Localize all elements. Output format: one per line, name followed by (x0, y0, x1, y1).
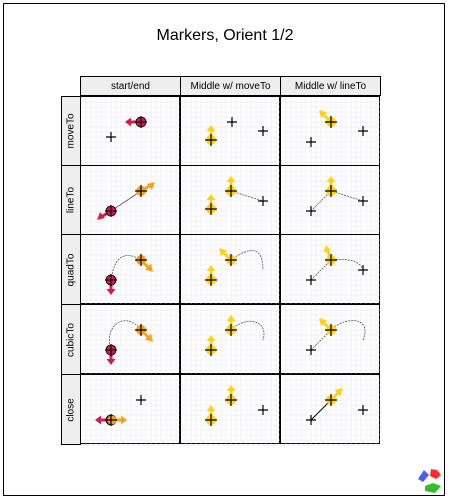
cell-quadto-middle-moveto (180, 234, 281, 306)
crosshair-icon (227, 117, 237, 127)
tricolor-blob-icon (418, 469, 441, 493)
figure-title: Markers, Orient 1/2 (156, 27, 294, 44)
marker-diagram (281, 305, 381, 376)
grid-lines (181, 305, 281, 376)
middle-marker-icon (205, 405, 217, 426)
grid-lines (81, 166, 181, 236)
column-header-middle-lineto: Middle w/ lineTo (280, 76, 381, 96)
grid-lines (181, 97, 281, 167)
grid-lines (281, 305, 381, 376)
row-header-cubicto: cubicTo (61, 304, 81, 375)
start-marker-icon (105, 344, 117, 365)
middle-marker-icon (225, 176, 237, 197)
cell-quadto-middle-lineto (280, 234, 381, 306)
marker-diagram (81, 235, 181, 306)
cell-lineto-middle-moveto (180, 165, 281, 236)
marker-diagram (281, 235, 381, 306)
path-line (110, 190, 142, 212)
marker-diagram (81, 97, 181, 167)
column-header-middle-moveto: Middle w/ moveTo (180, 76, 281, 96)
start-marker-icon (97, 205, 117, 220)
marker-diagram (81, 305, 181, 376)
middle-marker-icon (225, 315, 237, 336)
end-marker-icon (135, 254, 153, 272)
marker-diagram (81, 375, 181, 446)
cell-quadto-start-end (80, 234, 181, 306)
path-curve (230, 321, 265, 341)
cell-cubicto-middle-lineto (280, 304, 381, 376)
column-header-start-end: start/end (80, 76, 181, 96)
cell-close-middle-moveto (180, 374, 281, 446)
crosshair-icon (306, 206, 316, 216)
crosshair-icon (106, 132, 116, 142)
middle-marker-icon (319, 110, 337, 128)
crosshair-icon (136, 395, 146, 405)
start-marker-icon (105, 274, 117, 295)
crosshair-icon (358, 265, 368, 275)
crosshair-icon (306, 345, 316, 355)
cell-moveto-middle-lineto (280, 96, 381, 167)
cell-close-start-end (80, 374, 181, 446)
middle-marker-icon (323, 245, 337, 266)
marker-diagram (281, 166, 381, 236)
grid-lines (181, 235, 281, 306)
grid-lines (281, 375, 381, 446)
cell-close-middle-lineto (280, 374, 381, 446)
cell-lineto-start-end (80, 165, 181, 236)
end-marker-icon (135, 182, 155, 197)
crosshair-icon (306, 415, 316, 425)
row-header-lineto: lineTo (61, 165, 81, 235)
row-header-close: close (61, 374, 81, 445)
grid-lines (281, 97, 381, 167)
crosshair-icon (258, 196, 268, 206)
middle-marker-icon (325, 176, 337, 197)
marker-diagram (281, 375, 381, 446)
start-marker-icon (125, 116, 147, 128)
middle-marker-icon (205, 335, 217, 356)
middle-marker-icon (325, 388, 343, 406)
marker-diagram (181, 375, 281, 446)
middle-marker-icon (205, 125, 217, 146)
marker-diagram (181, 305, 281, 376)
middle-marker-icon (205, 265, 217, 286)
path-curve (310, 259, 364, 281)
grid-lines (281, 235, 381, 306)
crosshair-icon (358, 126, 368, 136)
middle-marker-icon (219, 248, 237, 266)
figure-frame (3, 3, 445, 496)
cell-moveto-middle-moveto (180, 96, 281, 167)
marker-diagram (281, 97, 381, 167)
marker-diagram (181, 235, 281, 306)
grid-lines (81, 305, 181, 376)
middle-marker-icon (225, 385, 237, 406)
end-marker-icon (105, 414, 127, 426)
crosshair-icon (258, 405, 268, 415)
crosshair-icon (358, 405, 368, 415)
crosshair-icon (306, 275, 316, 285)
crosshair-icon (306, 137, 316, 147)
marker-diagram (181, 166, 281, 236)
cell-cubicto-start-end (80, 304, 181, 376)
crosshair-icon (258, 126, 268, 136)
row-header-quadto: quadTo (61, 234, 81, 305)
path-curve (230, 250, 264, 271)
cell-moveto-start-end (80, 96, 181, 167)
path-curve (109, 320, 142, 351)
grid-lines (81, 97, 181, 167)
cell-cubicto-middle-moveto (180, 304, 281, 376)
end-marker-icon (135, 324, 153, 342)
marker-diagram (181, 97, 281, 167)
grid-lines (81, 235, 181, 306)
marker-diagram (81, 166, 181, 236)
middle-marker-icon (205, 194, 217, 215)
middle-marker-icon (319, 318, 337, 336)
crosshair-icon (358, 196, 368, 206)
grid-lines (81, 375, 181, 446)
row-header-moveto: moveTo (61, 96, 81, 166)
cell-lineto-middle-lineto (280, 165, 381, 236)
grid-lines (181, 166, 281, 236)
